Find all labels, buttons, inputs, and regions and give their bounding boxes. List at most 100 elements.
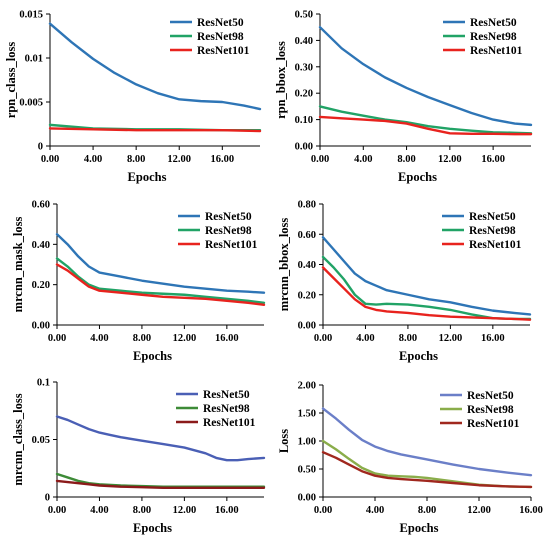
series-line-resnet50 <box>55 233 266 294</box>
x-tick-label: 0.00 <box>314 333 332 344</box>
series-line-resnet101 <box>318 115 533 136</box>
x-tick-label: 12.00 <box>167 154 191 165</box>
x-tick-label: 4.00 <box>90 333 108 344</box>
y-tick-label: 1.00 <box>298 437 316 448</box>
y-tick-label: 0.00 <box>32 321 50 332</box>
chart-panel-5: 0 0.05 0.1 0.00 4.00 8.00 12.00 16.00 Epochs mrcn… <box>11 378 266 535</box>
series-line-resnet50 <box>318 26 533 127</box>
x-tick-label: 16.00 <box>481 333 505 344</box>
y-tick-label: 0.80 <box>298 200 316 211</box>
legend-label-resnet101: ResNet101 <box>205 239 258 251</box>
x-tick-label: 16.00 <box>210 154 234 165</box>
series-line-resnet101 <box>55 479 266 489</box>
y-axis-label: mrcnn_bbox_loss <box>277 218 291 312</box>
series-line-resnet50 <box>48 22 262 111</box>
y-tick-label: 0.00 <box>298 321 316 332</box>
x-tick-label: 12.00 <box>438 154 462 165</box>
y-tick-label: 0.40 <box>295 36 313 47</box>
x-tick-label: 8.00 <box>127 154 145 165</box>
x-axis-label: Epochs <box>133 521 172 535</box>
series-line-resnet98 <box>321 255 532 321</box>
x-tick-label: 8.00 <box>133 505 151 516</box>
legend-label-resnet101: ResNet101 <box>467 418 520 430</box>
x-tick-label: 12.00 <box>173 505 197 516</box>
legend-label-resnet50: ResNet50 <box>470 17 517 29</box>
y-tick-label: 0.01 <box>25 54 43 65</box>
legend-label-resnet98: ResNet98 <box>205 225 252 237</box>
series-line-resnet98 <box>318 105 533 135</box>
legend-label-resnet101: ResNet101 <box>470 45 523 57</box>
x-tick-label: 8.00 <box>418 505 436 516</box>
y-tick-label: 0.30 <box>295 62 313 73</box>
y-tick-label: 0.015 <box>19 10 43 21</box>
x-tick-label: 16.00 <box>215 505 239 516</box>
x-tick-label: 12.00 <box>467 505 491 516</box>
x-tick-label: 8.00 <box>397 154 415 165</box>
x-tick-label: 4.00 <box>354 154 372 165</box>
y-tick-label: 0.40 <box>32 240 50 251</box>
x-tick-label: 0.00 <box>311 154 329 165</box>
chart-panel-2: 0.00 0.10 0.20 0.30 0.40 0.50 0.00 4.00 8.00 12.0… <box>274 10 533 184</box>
y-tick-label: 0 <box>45 493 50 504</box>
legend-label-resnet98: ResNet98 <box>470 31 517 43</box>
x-tick-label: 0.00 <box>314 505 332 516</box>
legend-label-resnet98: ResNet98 <box>469 225 516 237</box>
y-tick-label: 2.00 <box>298 381 316 392</box>
y-tick-label: 0.20 <box>295 89 313 100</box>
y-tick-label: 0.50 <box>298 465 316 476</box>
y-tick-label: 0.10 <box>295 115 313 126</box>
legend-label-resnet98: ResNet98 <box>467 404 514 416</box>
series-line-resnet50 <box>321 407 533 477</box>
legend-label-resnet50: ResNet50 <box>467 390 514 402</box>
legend-label-resnet50: ResNet50 <box>469 211 516 223</box>
y-axis-label: mrcnn_mask_loss <box>11 217 25 313</box>
x-axis-label: Epochs <box>400 521 439 535</box>
series-line-resnet101 <box>321 451 533 489</box>
x-axis-label: Epochs <box>398 170 437 184</box>
y-tick-label: 1.50 <box>298 409 316 420</box>
legend-label-resnet50: ResNet50 <box>205 211 252 223</box>
y-tick-label: 0 <box>38 142 43 153</box>
x-tick-label: 0.00 <box>48 333 66 344</box>
y-tick-label: 0.00 <box>295 142 313 153</box>
x-tick-label: 0.00 <box>41 154 59 165</box>
y-tick-label: 0.60 <box>298 230 316 241</box>
chart-panel-4: 0.00 0.20 0.40 0.60 0.80 0.00 4.00 8.00 12.00 16.… <box>277 200 532 363</box>
x-tick-label: 4.00 <box>84 154 102 165</box>
y-tick-label: 0.00 <box>298 493 316 504</box>
series-line-resnet98 <box>55 257 266 305</box>
y-axis-label: mrcnn_class_loss <box>11 393 25 485</box>
x-tick-label: 16.00 <box>481 154 505 165</box>
legend-label-resnet50: ResNet50 <box>197 17 244 29</box>
x-tick-label: 12.00 <box>173 333 197 344</box>
x-axis-label: Epochs <box>128 170 167 184</box>
x-tick-label: 4.00 <box>90 505 108 516</box>
x-tick-label: 8.00 <box>133 333 151 344</box>
x-axis-label: Epochs <box>133 349 172 363</box>
x-tick-label: 16.00 <box>519 505 543 516</box>
x-axis-label: Epochs <box>399 349 438 363</box>
x-tick-label: 12.00 <box>439 333 463 344</box>
series-line-resnet101 <box>48 127 262 133</box>
y-tick-label: 0.20 <box>298 290 316 301</box>
legend-label-resnet101: ResNet101 <box>469 239 522 251</box>
chart-panel-3: 0.00 0.20 0.40 0.60 0.00 4.00 8.00 12.00 16.00 Ep… <box>11 200 266 363</box>
series-line-resnet101 <box>55 263 266 307</box>
y-tick-label: 0.40 <box>298 260 316 271</box>
y-tick-label: 0.005 <box>19 98 43 109</box>
x-tick-label: 4.00 <box>366 505 384 516</box>
series-line-resnet50 <box>55 415 266 462</box>
legend-label-resnet101: ResNet101 <box>197 45 250 57</box>
y-tick-label: 0.1 <box>37 378 50 389</box>
x-tick-label: 0.00 <box>48 505 66 516</box>
y-tick-label: 0.20 <box>32 280 50 291</box>
legend-label-resnet98: ResNet98 <box>197 31 244 43</box>
y-tick-label: 0.05 <box>32 435 50 446</box>
series-line-resnet50 <box>321 236 532 316</box>
legend-label-resnet98: ResNet98 <box>203 403 250 415</box>
x-tick-label: 16.00 <box>215 333 239 344</box>
series-line-resnet101 <box>321 266 532 321</box>
x-tick-label: 8.00 <box>399 333 417 344</box>
chart-panel-1: 0 0.005 0.01 0.015 0.00 4.00 8.00 12.00 16.00 Epo… <box>4 10 262 184</box>
